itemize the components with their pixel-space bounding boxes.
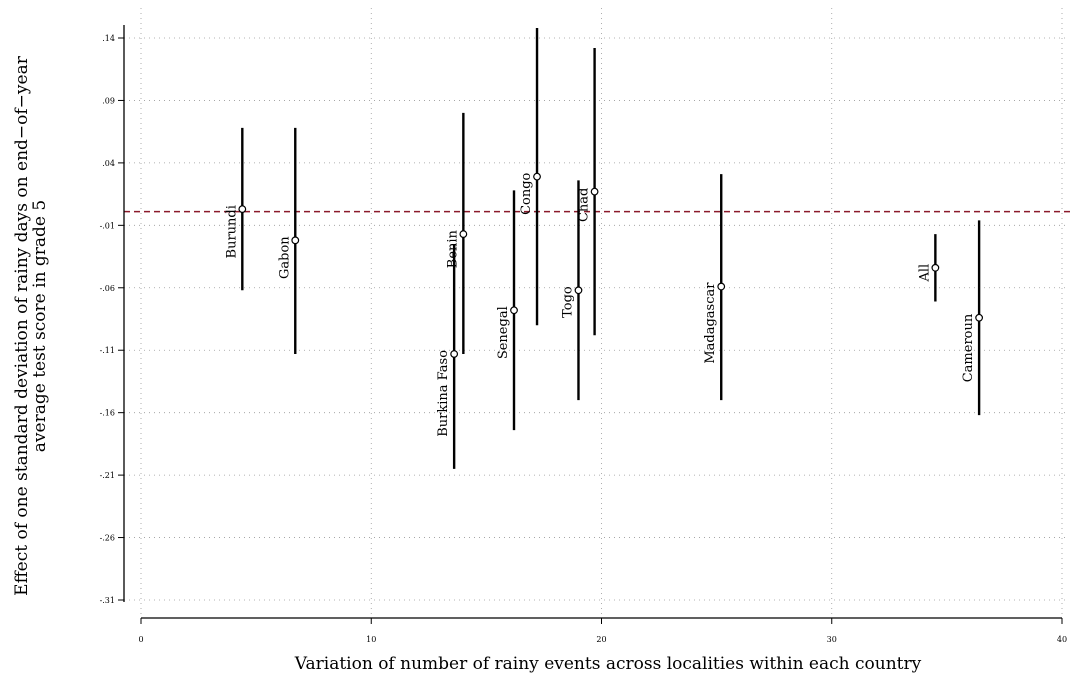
point-label-gabon: Gabon: [277, 236, 292, 279]
point-label-madagascar: Madagascar: [703, 282, 718, 364]
axes: [123, 25, 1062, 619]
point-burkina-faso: [450, 350, 459, 358]
point-cameroun: [975, 313, 984, 322]
x-tick-label: 30: [827, 635, 837, 644]
y-tick-label: -.31: [100, 596, 115, 605]
y-tick-label: -.21: [100, 471, 115, 480]
point-label-burundi: Burundi: [224, 205, 239, 258]
point-label-chad: Chad: [577, 188, 592, 222]
x-tick-label: 10: [366, 635, 376, 644]
y-tick-label: -.11: [100, 346, 115, 355]
point-label-burkina-faso: Burkina Faso: [436, 350, 451, 437]
x-ticks: 0 10 20 30 40: [138, 618, 1067, 644]
point-chad: [590, 187, 599, 196]
y-tick-label: .09: [102, 96, 115, 105]
y-axis-title-line1: Effect of one standard deviation of rain…: [12, 55, 32, 596]
y-tick-label: -.16: [100, 409, 115, 418]
y-tick-label: -.06: [100, 284, 115, 293]
y-tick-label: -.01: [100, 221, 115, 230]
point-label-cameroun: Cameroun: [961, 313, 976, 382]
point-togo: [574, 286, 583, 295]
y-tick-label: .04: [102, 159, 115, 168]
x-axis-title: Variation of number of rainy events acro…: [294, 654, 922, 674]
x-tick-label: 40: [1057, 635, 1067, 644]
y-tick-label: .14: [102, 34, 115, 43]
x-tick-label: 20: [596, 635, 606, 644]
y-tick-label: -.26: [100, 534, 115, 543]
point-benin: [459, 230, 468, 238]
point-senegal: [510, 306, 518, 315]
x-tick-label: 0: [138, 635, 143, 644]
point-madagascar: [717, 282, 726, 291]
point-label-togo: Togo: [560, 286, 575, 318]
point-burundi: [238, 205, 247, 213]
point-label-all: All: [917, 264, 932, 283]
data-marks: Burundi Gabon Burkina Faso Benin Senegal Cong…: [224, 28, 984, 469]
y-ticks: .14 .09 .04 -.01 -.06 -.11 -.16 -.21 -.26 -.31: [100, 34, 124, 605]
y-axis-title-line2: average test score in grade 5: [30, 200, 50, 452]
point-congo: [533, 172, 541, 181]
point-label-congo: Congo: [519, 172, 534, 214]
point-all: [931, 263, 940, 272]
point-label-senegal: Senegal: [496, 306, 511, 359]
point-gabon: [291, 236, 300, 245]
point-label-benin: Benin: [445, 229, 460, 268]
